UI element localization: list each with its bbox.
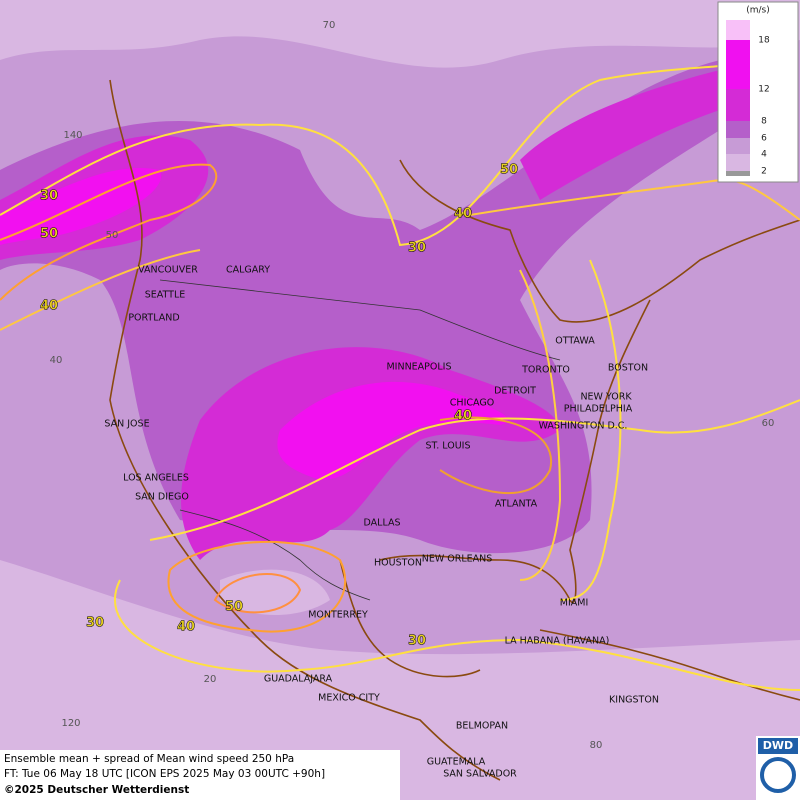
city-label: MEXICO CITY	[318, 693, 380, 704]
grid-label: 120	[61, 718, 80, 729]
contour-label: 50	[500, 163, 518, 178]
city-label: ATLANTA	[495, 499, 538, 510]
footer-line: Ensemble mean + spread of Mean wind spee…	[4, 753, 294, 765]
legend-swatch	[726, 154, 750, 171]
jet	[0, 168, 162, 245]
grid-label: 60	[762, 418, 775, 429]
city-label: GUATEMALA	[427, 757, 486, 768]
jet	[520, 70, 720, 200]
city-label: LA HABANA (HAVANA)	[505, 636, 610, 647]
city-label: CHICAGO	[450, 398, 494, 409]
contour-label: 50	[40, 227, 58, 242]
city-label: BELMOPAN	[456, 721, 508, 732]
city-label: WASHINGTON D.C.	[539, 421, 628, 432]
city-label: OTTAWA	[555, 336, 595, 347]
contour-label: 40	[454, 207, 472, 222]
legend-tick: 8	[761, 117, 767, 127]
field	[220, 569, 330, 615]
legend-tick: 2	[761, 167, 767, 177]
city-label: SAN DIEGO	[135, 492, 189, 503]
border	[159, 279, 561, 601]
contour-label: 40	[40, 299, 58, 314]
city-label: HOUSTON	[374, 558, 422, 569]
footer-box	[0, 750, 400, 800]
legend-swatch	[726, 171, 750, 176]
grid-label: 140	[63, 130, 82, 141]
contour-label: 30	[86, 616, 104, 631]
city-label: NEW YORK	[580, 392, 632, 403]
legend-swatch	[726, 20, 750, 40]
legend: (m/s) 18 12 8 6 4 2	[717, 1, 799, 183]
contour-label: 30	[408, 634, 426, 649]
logo: DWD	[763, 739, 793, 752]
field	[0, 0, 800, 68]
logo-band	[758, 738, 798, 754]
city-label: NEW ORLEANS	[422, 554, 493, 565]
city-label: LOS ANGELES	[123, 473, 189, 484]
city-label: SEATTLE	[145, 290, 186, 301]
grid-label: 50	[106, 230, 119, 241]
grid-label: 20	[204, 674, 217, 685]
grid-label: 80	[590, 740, 603, 751]
legend-swatch	[726, 121, 750, 138]
legend-swatch	[726, 138, 750, 154]
contour-label: 40	[454, 409, 472, 424]
legend-unit: (m/s)	[746, 6, 770, 16]
city-label: CALGARY	[226, 265, 270, 276]
city-label: SAN SALVADOR	[443, 769, 517, 780]
city-label: TORONTO	[521, 365, 570, 376]
city-label: ST. LOUIS	[426, 441, 471, 452]
city-label: GUADALAJARA	[264, 674, 333, 685]
coastline	[109, 79, 800, 781]
footer: Ensemble mean + spread of Mean wind spee…	[0, 736, 800, 800]
legend-tick: 4	[761, 150, 767, 160]
city-label: MONTERREY	[308, 610, 368, 621]
contour-label: 50	[225, 600, 243, 615]
contour-label: 40	[177, 620, 195, 635]
city-label: PHILADELPHIA	[564, 404, 633, 415]
jet	[277, 381, 508, 480]
city-label: VANCOUVER	[138, 265, 198, 276]
logo-swirl	[760, 757, 796, 793]
legend-tick: 6	[761, 134, 767, 144]
city-label: BOSTON	[608, 363, 648, 374]
city-label: SAN JOSE	[104, 419, 149, 430]
field	[0, 560, 800, 800]
contours	[0, 65, 800, 691]
contour-label: 30	[40, 189, 58, 204]
city-label: MINNEAPOLIS	[386, 362, 451, 373]
city-label: MIAMI	[560, 598, 589, 609]
contour-label: 30	[408, 241, 426, 256]
city-label: DETROIT	[494, 386, 536, 397]
grid-label: 40	[50, 355, 63, 366]
legend-swatch	[726, 40, 750, 89]
city-label: PORTLAND	[128, 313, 179, 324]
city-label: KINGSTON	[609, 695, 659, 706]
legend-swatch	[726, 89, 750, 121]
grid-label: 70	[323, 20, 336, 31]
footer-line: FT: Tue 06 May 18 UTC [ICON EPS 2025 May…	[4, 768, 325, 780]
legend-tick: 12	[758, 85, 769, 95]
footer-line: ©2025 Deutscher Wetterdienst	[4, 784, 189, 796]
city-label: DALLAS	[364, 518, 401, 529]
legend-tick: 18	[758, 36, 770, 46]
